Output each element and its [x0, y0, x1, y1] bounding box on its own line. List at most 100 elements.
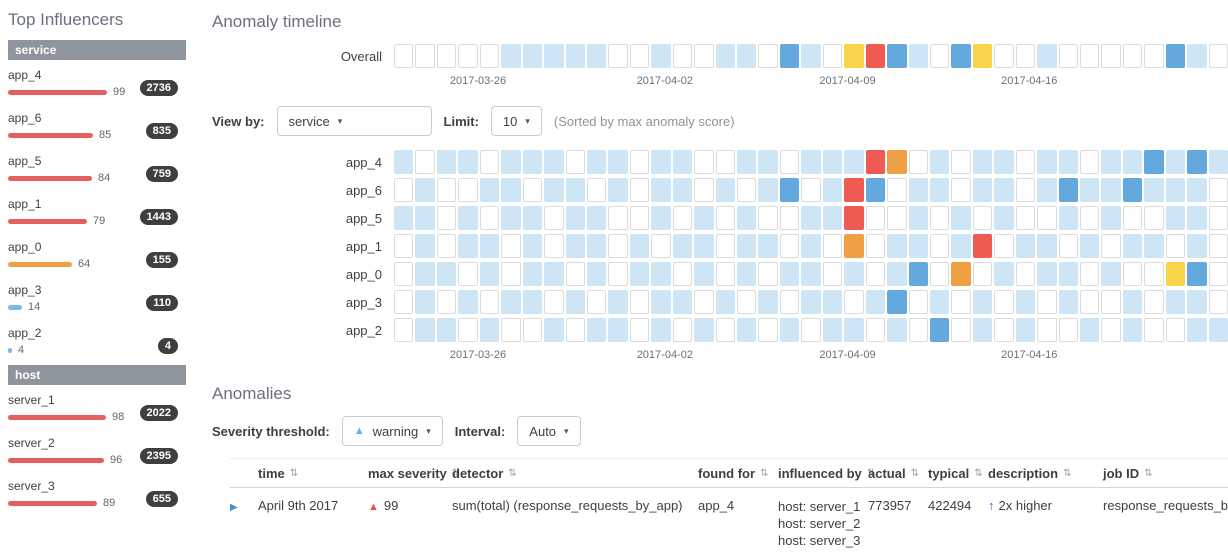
swimlane-cell[interactable] — [651, 318, 671, 342]
column-header-found-for[interactable]: found for ⇅ — [698, 466, 778, 481]
swimlane-cell[interactable] — [672, 290, 693, 314]
swimlane-cell[interactable] — [1144, 206, 1164, 230]
swimlane-cell[interactable] — [951, 44, 971, 68]
swimlane-cell[interactable] — [822, 178, 843, 202]
swimlane-cell[interactable] — [501, 44, 521, 68]
swimlane-cell[interactable] — [522, 290, 543, 314]
swimlane-cell[interactable] — [1208, 290, 1228, 314]
swimlane-cell[interactable] — [608, 290, 628, 314]
swimlane-cell[interactable] — [972, 262, 993, 286]
swimlane-cell[interactable] — [608, 178, 628, 202]
swimlane-cell[interactable] — [479, 290, 500, 314]
swimlane-cell[interactable] — [458, 290, 478, 314]
swimlane-cell[interactable] — [586, 318, 607, 342]
swimlane-label[interactable]: app_0 — [345, 266, 382, 282]
swimlane-cell[interactable] — [801, 150, 821, 174]
swimlane-cell[interactable] — [629, 262, 650, 286]
swimlane-cell[interactable] — [972, 318, 993, 342]
swimlane-cell[interactable] — [458, 206, 478, 230]
swimlane-cell[interactable] — [887, 290, 907, 314]
column-header-actual[interactable]: actual ⇅ — [868, 466, 928, 481]
swimlane-cell[interactable] — [1208, 318, 1228, 342]
swimlane-cell[interactable] — [715, 150, 735, 174]
swimlane-cell[interactable] — [1165, 262, 1186, 286]
swimlane-cell[interactable] — [608, 234, 628, 258]
swimlane-cell[interactable] — [1101, 234, 1121, 258]
swimlane-cell[interactable] — [929, 44, 950, 68]
swimlane-cell[interactable] — [758, 44, 778, 68]
swimlane-cell[interactable] — [1165, 290, 1186, 314]
swimlane-cell[interactable] — [629, 178, 650, 202]
swimlane-cell[interactable] — [1101, 178, 1121, 202]
swimlane-cell[interactable] — [887, 150, 907, 174]
swimlane-cell[interactable] — [994, 206, 1014, 230]
swimlane-cell[interactable] — [565, 290, 585, 314]
swimlane-cell[interactable] — [737, 318, 757, 342]
swimlane-cell[interactable] — [672, 150, 693, 174]
swimlane-cell[interactable] — [822, 290, 843, 314]
swimlane-cell[interactable] — [394, 150, 414, 174]
swimlane-cell[interactable] — [1080, 290, 1100, 314]
swimlane-cell[interactable] — [865, 262, 886, 286]
swimlane-cell[interactable] — [629, 150, 650, 174]
swimlane-cell[interactable] — [436, 150, 457, 174]
swimlane-cell[interactable] — [1101, 290, 1121, 314]
swimlane-cell[interactable] — [972, 150, 993, 174]
swimlane-cell[interactable] — [1037, 290, 1057, 314]
influencer-item[interactable]: app_0 64 155 — [8, 234, 186, 277]
swimlane-cell[interactable] — [1058, 178, 1078, 202]
swimlane-cell[interactable] — [629, 318, 650, 342]
swimlane-cell[interactable] — [479, 262, 500, 286]
swimlane-cell[interactable] — [758, 150, 778, 174]
swimlane-cell[interactable] — [715, 290, 735, 314]
swimlane-cell[interactable] — [1015, 178, 1036, 202]
interval-select[interactable]: Auto ▾ — [517, 416, 581, 446]
influencer-item[interactable]: app_4 99 2736 — [8, 62, 186, 105]
swimlane-cell[interactable] — [887, 234, 907, 258]
swimlane-cell[interactable] — [694, 44, 714, 68]
swimlane-cell[interactable] — [479, 44, 500, 68]
swimlane-cell[interactable] — [865, 150, 886, 174]
limit-select[interactable]: 10 ▾ — [490, 106, 542, 136]
swimlane-cell[interactable] — [994, 318, 1014, 342]
swimlane-cell[interactable] — [1165, 234, 1186, 258]
swimlane-cell[interactable] — [544, 178, 564, 202]
severity-threshold-select[interactable]: ▲ warning ▾ — [341, 416, 443, 446]
swimlane-cell[interactable] — [715, 234, 735, 258]
swimlane-cell[interactable] — [951, 290, 971, 314]
swimlane-cell[interactable] — [694, 318, 714, 342]
swimlane-cell[interactable] — [608, 206, 628, 230]
swimlane-cell[interactable] — [1144, 234, 1164, 258]
swimlane-cell[interactable] — [929, 178, 950, 202]
swimlane-cell[interactable] — [522, 178, 543, 202]
swimlane-cell[interactable] — [1080, 178, 1100, 202]
swimlane-cell[interactable] — [844, 234, 864, 258]
swimlane-cell[interactable] — [694, 262, 714, 286]
swimlane-cell[interactable] — [1037, 44, 1057, 68]
swimlane-cell[interactable] — [1122, 262, 1143, 286]
influencer-item[interactable]: app_6 85 835 — [8, 105, 186, 148]
column-header-influenced-by[interactable]: influenced by ⇅ — [778, 466, 875, 481]
swimlane-cell[interactable] — [544, 44, 564, 68]
swimlane-cell[interactable] — [586, 44, 607, 68]
swimlane-cell[interactable] — [415, 44, 435, 68]
column-header-description[interactable]: description ⇅ — [988, 466, 1103, 481]
swimlane-cell[interactable] — [522, 262, 543, 286]
swimlane-cell[interactable] — [522, 150, 543, 174]
swimlane-cell[interactable] — [1187, 206, 1207, 230]
swimlane-cell[interactable] — [544, 318, 564, 342]
swimlane-cell[interactable] — [951, 234, 971, 258]
swimlane-cell[interactable] — [929, 206, 950, 230]
swimlane-cell[interactable] — [779, 318, 800, 342]
column-header-time[interactable]: time ⇅ — [258, 466, 368, 481]
swimlane-cell[interactable] — [415, 290, 435, 314]
swimlane-cell[interactable] — [565, 206, 585, 230]
swimlane-cell[interactable] — [651, 178, 671, 202]
swimlane-cell[interactable] — [629, 290, 650, 314]
swimlane-cell[interactable] — [1187, 234, 1207, 258]
swimlane-cell[interactable] — [844, 178, 864, 202]
swimlane-cell[interactable] — [565, 262, 585, 286]
column-header-max-severity[interactable]: max severity ⇅ — [368, 466, 460, 481]
influencer-item[interactable]: app_5 84 759 — [8, 148, 186, 191]
swimlane-cell[interactable] — [1122, 44, 1143, 68]
